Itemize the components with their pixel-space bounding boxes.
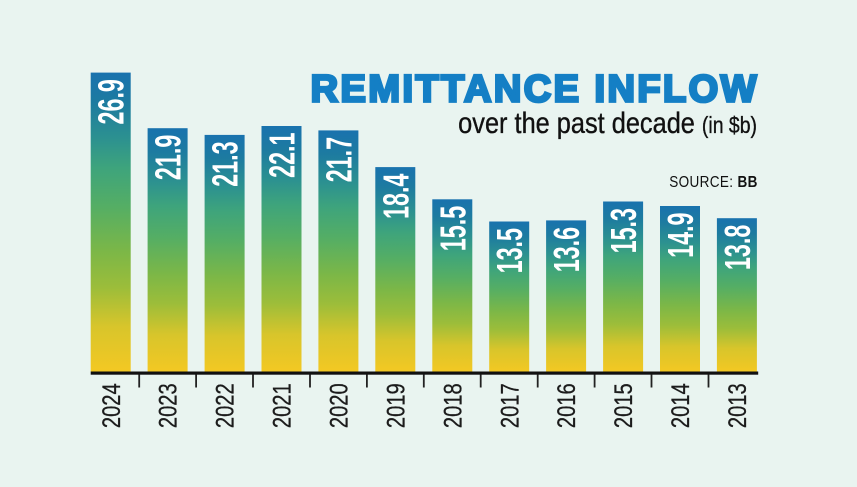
svg-text:2019: 2019 xyxy=(381,383,410,428)
svg-text:2016: 2016 xyxy=(552,383,581,428)
svg-text:15.3: 15.3 xyxy=(605,208,644,253)
svg-text:21.3: 21.3 xyxy=(207,141,246,186)
svg-text:21.9: 21.9 xyxy=(150,135,189,180)
svg-text:2024: 2024 xyxy=(97,383,126,428)
svg-text:2017: 2017 xyxy=(495,383,524,428)
svg-text:26.9: 26.9 xyxy=(93,79,132,124)
svg-text:14.9: 14.9 xyxy=(662,213,701,258)
svg-text:13.6: 13.6 xyxy=(548,227,587,272)
svg-text:21.7: 21.7 xyxy=(321,137,360,182)
svg-text:2023: 2023 xyxy=(153,383,182,428)
svg-text:2014: 2014 xyxy=(666,383,695,428)
svg-text:2021: 2021 xyxy=(267,383,296,428)
svg-text:SOURCE: BB: SOURCE: BB xyxy=(669,174,758,191)
svg-text:13.5: 13.5 xyxy=(491,228,530,273)
svg-text:18.4: 18.4 xyxy=(377,174,416,219)
svg-text:2018: 2018 xyxy=(438,383,467,428)
svg-text:2022: 2022 xyxy=(210,383,239,428)
svg-text:22.1: 22.1 xyxy=(264,132,303,177)
svg-text:2013: 2013 xyxy=(723,383,752,428)
svg-text:13.8: 13.8 xyxy=(719,225,758,270)
svg-text:2020: 2020 xyxy=(324,383,353,428)
svg-text:REMITTANCE INFLOW: REMITTANCE INFLOW xyxy=(311,69,759,111)
svg-text:over the past decade (in $b): over the past decade (in $b) xyxy=(458,106,757,139)
svg-text:2015: 2015 xyxy=(609,383,638,428)
svg-text:15.5: 15.5 xyxy=(434,206,473,251)
